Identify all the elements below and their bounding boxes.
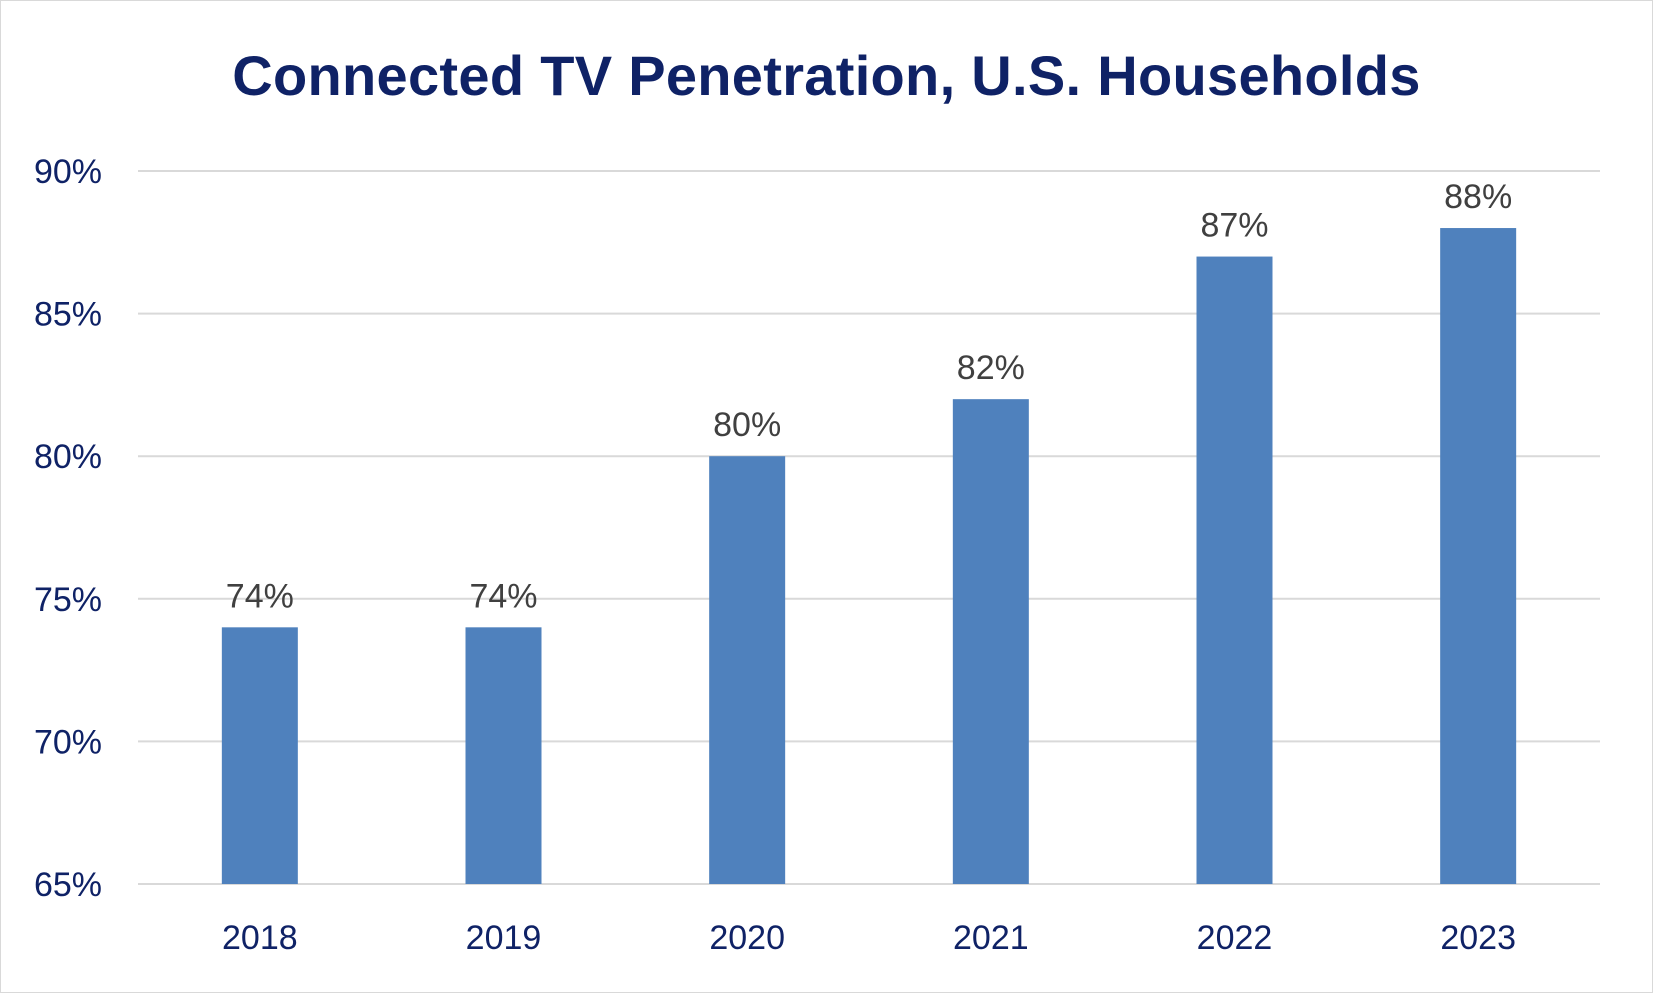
y-tick-label: 80% bbox=[34, 438, 102, 476]
data-labels: 74% 74% 80% 82% 87% 88% bbox=[226, 178, 1512, 615]
y-tick-label: 85% bbox=[34, 296, 102, 334]
y-tick-label: 70% bbox=[34, 723, 102, 761]
x-tick-label-2021: 2021 bbox=[953, 919, 1029, 957]
bar-2018 bbox=[221, 627, 298, 884]
y-axis: 65% 70% 75% 80% 85% 90% bbox=[34, 153, 102, 904]
bar-2021 bbox=[952, 399, 1029, 884]
gridlines bbox=[138, 170, 1600, 885]
x-axis: 2018 2019 2020 2021 2022 2023 bbox=[222, 919, 1516, 957]
data-label-2018: 74% bbox=[226, 577, 294, 615]
x-tick-label-2022: 2022 bbox=[1197, 919, 1273, 957]
bar-2019 bbox=[465, 627, 542, 884]
x-tick-label-2020: 2020 bbox=[709, 919, 785, 957]
data-label-2023: 88% bbox=[1444, 178, 1512, 216]
bar-2022 bbox=[1196, 256, 1273, 884]
data-label-2019: 74% bbox=[469, 577, 537, 615]
chart-title: Connected TV Penetration, U.S. Household… bbox=[232, 44, 1421, 107]
x-tick-label-2023: 2023 bbox=[1440, 919, 1516, 957]
x-tick-label-2018: 2018 bbox=[222, 919, 298, 957]
data-label-2021: 82% bbox=[957, 349, 1025, 387]
bars bbox=[221, 228, 1517, 885]
data-label-2020: 80% bbox=[713, 406, 781, 444]
x-tick-label-2019: 2019 bbox=[466, 919, 542, 957]
data-label-2022: 87% bbox=[1200, 207, 1268, 245]
y-tick-label: 65% bbox=[34, 866, 102, 904]
bar-2023 bbox=[1440, 228, 1517, 885]
bar-2020 bbox=[709, 456, 786, 884]
y-tick-label: 90% bbox=[34, 153, 102, 191]
y-tick-label: 75% bbox=[34, 581, 102, 619]
